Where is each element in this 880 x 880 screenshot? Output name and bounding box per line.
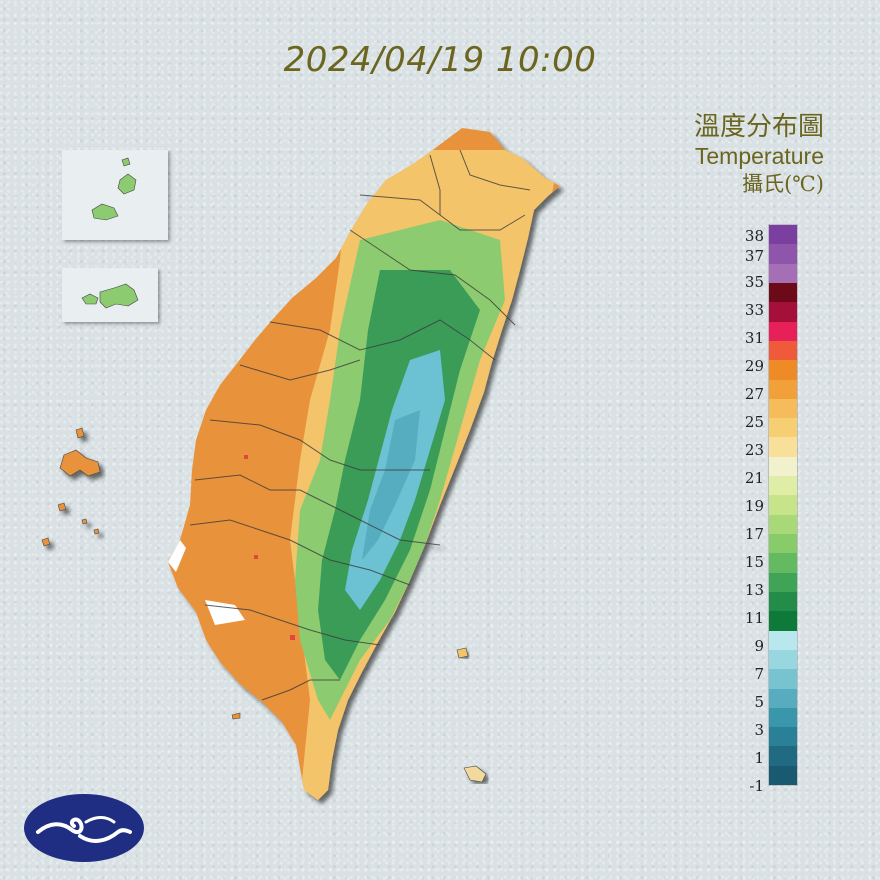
scale-band: [769, 321, 797, 341]
green-island: [456, 647, 469, 659]
scale-tick-label: 3: [754, 721, 764, 739]
scale-tick-label: 1: [754, 749, 764, 767]
matsu-islands: [91, 157, 137, 221]
scale-band: [769, 476, 797, 496]
scale-band: [769, 688, 797, 708]
cwa-cloud-wave-logo: [24, 794, 144, 862]
scale-tick-label: 33: [744, 301, 764, 319]
scale-band: [769, 418, 797, 438]
scale-band: [769, 263, 797, 283]
scale-tick-label: 13: [744, 581, 764, 599]
legend-title-en: Temperature: [694, 143, 824, 169]
scale-tick-label: 21: [744, 469, 764, 487]
scale-band: [769, 495, 797, 515]
scale-band: [769, 225, 797, 245]
scale-band: [769, 649, 797, 670]
kinmen-islands: [81, 283, 139, 309]
scale-tick-label: 17: [744, 525, 764, 543]
scale-tick-label: 5: [754, 693, 764, 711]
scale-band: [769, 398, 797, 419]
orchid-island: [463, 765, 487, 783]
scale-band: [769, 669, 797, 689]
scale-band: [769, 727, 797, 747]
scale-band: [769, 534, 797, 554]
liuqiu-island: [231, 712, 241, 720]
penghu-islands: [41, 427, 101, 547]
scale-band: [769, 437, 797, 457]
scale-tick-label: 11: [744, 609, 764, 627]
scale-band: [769, 553, 797, 573]
scale-tick-label: 37: [744, 247, 764, 265]
scale-band: [769, 746, 797, 766]
scale-band: [769, 456, 797, 477]
temperature-color-scale: [768, 224, 798, 786]
scale-band: [769, 340, 797, 361]
scale-tick-label: 19: [744, 497, 764, 515]
scale-band: [769, 572, 797, 592]
kinmen-inset: [62, 268, 158, 322]
scale-band: [769, 360, 797, 380]
scale-band: [769, 765, 797, 786]
scale-tick-label: 9: [754, 637, 764, 655]
legend-title-zh: 溫度分布圖: [693, 112, 824, 142]
scale-tick-label: 31: [744, 329, 764, 347]
scale-tick-label: 23: [744, 441, 764, 459]
scale-tick-label: 27: [744, 385, 764, 403]
scale-tick-label: 15: [744, 553, 764, 571]
map-datetime: 2024/04/19 10:00: [283, 40, 597, 80]
scale-band: [769, 514, 797, 534]
scale-tick-label: 7: [754, 665, 764, 683]
scale-tick-label: -1: [749, 777, 764, 795]
scale-band: [769, 282, 797, 303]
matsu-inset: [62, 150, 168, 240]
scale-band: [769, 244, 797, 264]
scale-tick-label: 35: [744, 273, 764, 291]
scale-band: [769, 379, 797, 399]
scale-band: [769, 302, 797, 322]
scale-band: [769, 707, 797, 728]
scale-band: [769, 630, 797, 650]
scale-band: [769, 591, 797, 612]
scale-band: [769, 611, 797, 631]
legend-unit: 攝氏(℃): [742, 172, 824, 196]
scale-tick-label: 29: [744, 357, 764, 375]
scale-tick-label: 38: [744, 227, 764, 245]
scale-tick-label: 25: [744, 413, 764, 431]
taiwan-main-island: [168, 128, 560, 800]
legend-title-block: 溫度分布圖 Temperature 攝氏(℃): [694, 110, 824, 200]
